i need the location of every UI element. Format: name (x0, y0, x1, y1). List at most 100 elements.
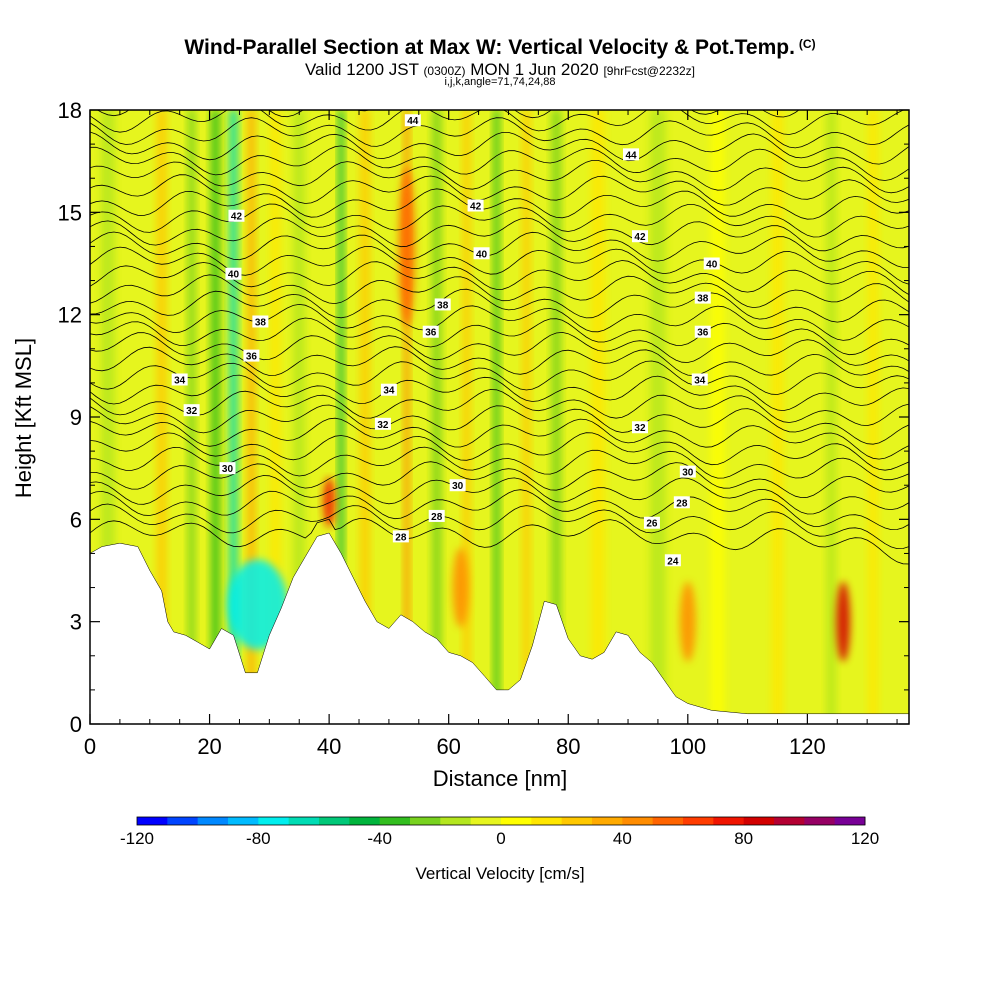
theta-isoline (90, 203, 909, 238)
contour-label: 28 (431, 512, 443, 523)
y-tick-label: 9 (70, 405, 82, 430)
colorbar-tick-label: 40 (613, 829, 632, 848)
contour-label: 42 (231, 212, 243, 223)
x-tick-label: 20 (197, 734, 221, 759)
theta-isoline (90, 231, 909, 268)
colorbar-swatch (440, 817, 472, 825)
field-band (868, 110, 879, 724)
colorbar-tick-label: 80 (734, 829, 753, 848)
chart-subtitle: Valid 1200 JST (0300Z) MON 1 Jun 2020 [9… (304, 60, 696, 79)
contour-label-bg (225, 267, 242, 280)
theta-isoline (90, 74, 909, 103)
theta-isoline (90, 404, 909, 445)
contour-label-bg (422, 325, 439, 338)
theta-isoline (90, 489, 909, 531)
colorbar-swatch (834, 817, 866, 825)
contour-label-bg (679, 465, 696, 478)
contour-label-bg (643, 516, 660, 529)
colorbar-swatch (137, 817, 168, 825)
contour-label-bg (374, 417, 391, 430)
x-tick-label: 40 (317, 734, 341, 759)
field-band (826, 110, 837, 724)
colorbar-swatch (804, 817, 836, 825)
y-tick-label: 3 (70, 610, 82, 635)
theta-isoline (90, 160, 909, 194)
x-tick-label: 60 (436, 734, 460, 759)
terrain-mask (90, 532, 909, 724)
contour-label-bg (434, 298, 451, 311)
contour-label-bg (623, 148, 640, 161)
colorbar-tick-label: -120 (120, 829, 154, 848)
field-band (338, 110, 345, 724)
field-band (270, 110, 281, 724)
contour-label: 40 (228, 270, 240, 281)
field-band (771, 110, 784, 724)
colorbar-swatch (683, 817, 714, 825)
contour-label: 40 (476, 249, 488, 260)
contour-label: 36 (246, 352, 258, 363)
theta-isoline (96, 110, 800, 119)
colorbar-swatch (652, 817, 684, 825)
colorbar-swatch (561, 817, 593, 825)
field-band (493, 110, 501, 724)
contour-label: 38 (255, 317, 267, 328)
theta-isoline (90, 389, 909, 427)
field-band (551, 110, 562, 724)
theta-isoline (90, 117, 909, 149)
contour-label: 30 (682, 468, 694, 479)
field-band (210, 110, 221, 724)
colorbar-swatch (592, 817, 623, 825)
contour-labels: 44 44 42 42 42 40 40 40 38 38 38 36 36 36 34 34 34 32 32 32… (171, 114, 720, 567)
chart-title: Wind-Parallel Section at Max W: Vertical… (184, 36, 816, 59)
contour-label: 34 (383, 386, 395, 397)
contour-label-bg (380, 383, 397, 396)
theta-isoline (90, 374, 909, 412)
contour-label: 26 (646, 519, 658, 530)
contour-label: 44 (625, 150, 637, 161)
colorbar-swatch (379, 817, 411, 825)
colorbar-tick-label: -40 (367, 829, 392, 848)
field-band (187, 110, 196, 724)
contour-label-bg (473, 247, 490, 260)
theta-isoline (90, 331, 909, 366)
contour-label-bg (694, 291, 711, 304)
contour-label-bg (252, 315, 269, 328)
contour-label-bg (631, 421, 648, 434)
copyright-mark: (C) (798, 37, 816, 51)
contour-label-bg (631, 230, 648, 243)
y-tick-label: 18 (58, 98, 82, 123)
contour-label: 38 (437, 300, 449, 311)
field-band (522, 110, 531, 724)
field-band (462, 110, 471, 724)
theta-isoline (90, 145, 909, 181)
field-cell (452, 547, 469, 628)
contour-label: 38 (697, 294, 709, 305)
contour-label: 36 (697, 328, 709, 339)
y-tick-label: 0 (70, 712, 82, 737)
theta-isoline (90, 188, 909, 220)
theta-isoline (90, 317, 909, 356)
contour-label-bg (703, 257, 720, 270)
contour-label: 34 (174, 375, 186, 386)
contour-label: 34 (694, 375, 706, 386)
colorbar-swatch (197, 817, 229, 825)
colorbar-swatch (774, 817, 805, 825)
x-tick-label: 120 (789, 734, 826, 759)
terrain (90, 532, 909, 724)
contour-label-bg (467, 199, 484, 212)
contour-label-bg (404, 114, 421, 127)
theta-isoline (90, 303, 909, 341)
theta-isoline (90, 360, 909, 395)
theta-isoline (90, 475, 909, 515)
colorbar-swatch (713, 817, 745, 825)
field-band (591, 110, 606, 724)
contour-label-bg (691, 373, 708, 386)
contour-label-bg (219, 462, 236, 475)
theta-isoline (90, 274, 909, 309)
contour-label-bg (228, 209, 245, 222)
field-band (228, 110, 238, 724)
colorbar-swatch (410, 817, 441, 825)
x-tick-label: 0 (84, 734, 96, 759)
